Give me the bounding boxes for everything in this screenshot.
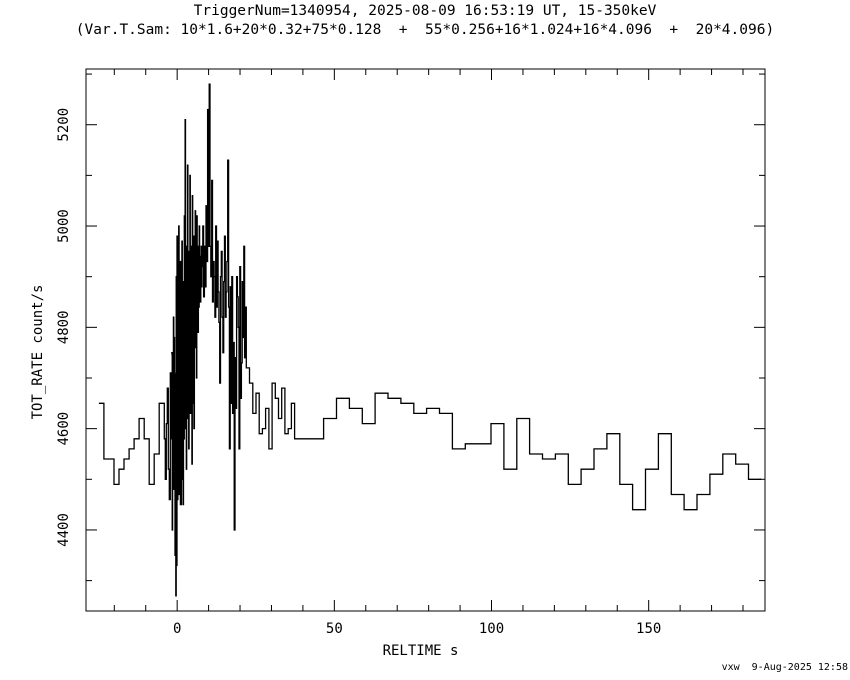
y-tick-label: 4400 [56, 513, 72, 547]
chart-subtitle: (Var.T.Sam: 10*1.6+20*0.32+75*0.128 + 55… [75, 22, 775, 38]
series-line [98, 83, 762, 597]
plot-frame [85, 68, 766, 612]
chart-title: TriggerNum=1340954, 2025-08-09 16:53:19 … [193, 3, 657, 19]
y-axis-label: TOT_RATE count/s [30, 285, 46, 420]
x-tick-label: 150 [636, 621, 661, 637]
x-tick-label: 50 [326, 621, 343, 637]
y-tick-label: 4600 [56, 412, 72, 446]
x-tick-label: 100 [479, 621, 504, 637]
y-tick-label: 4800 [56, 310, 72, 344]
y-tick-label: 5000 [56, 209, 72, 243]
x-axis-label: RELTIME s [383, 643, 459, 659]
x-tick-label: 0 [173, 621, 181, 637]
timestamp-footer: vxw 9-Aug-2025 12:58 [721, 662, 848, 673]
y-tick-label: 5200 [56, 108, 72, 142]
